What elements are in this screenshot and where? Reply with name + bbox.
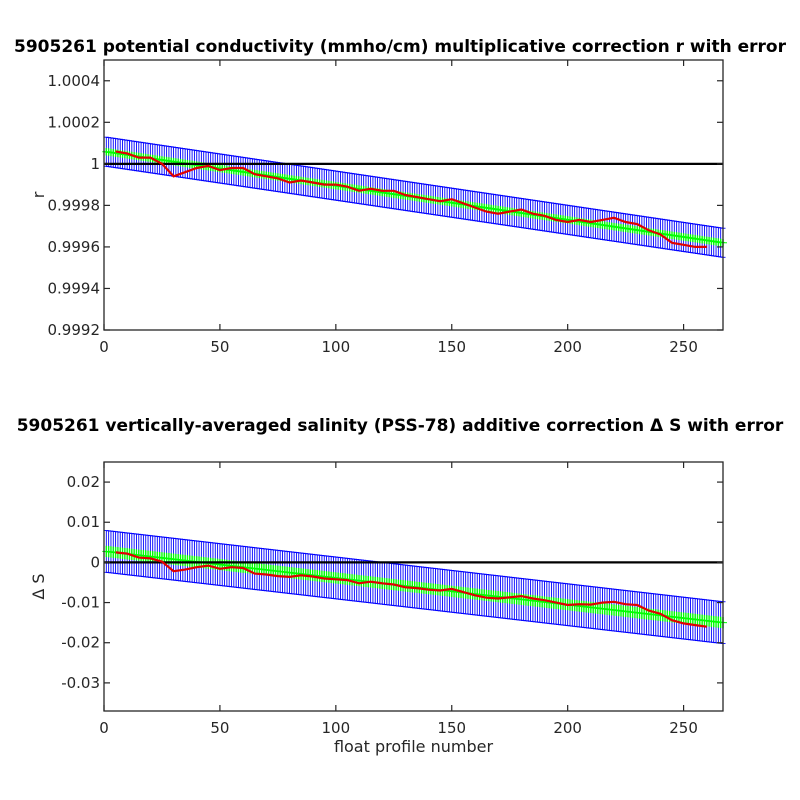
y-tick-label: 0.9994 [48,279,101,297]
y-tick-label: 1 [90,155,100,173]
x-tick-label: 100 [322,338,351,356]
y-tick-label: 0 [90,553,100,571]
x-tick-label: 150 [437,719,466,737]
y-axis-label: Δ S [29,573,48,599]
x-axis-label: float profile number [334,737,494,756]
chart-bottom-delta-s-correction: 5905261 vertically-averaged salinity (PS… [17,416,784,756]
x-axis: 0 50 100 150 200 250 [99,60,698,356]
y-tick-label: 1.0002 [48,113,101,131]
y-tick-label: -0.01 [61,594,100,612]
x-tick-label: 250 [669,719,698,737]
y-tick-label: 0.01 [67,513,100,531]
y-axis-label: r [29,191,48,198]
x-tick-label: 100 [322,719,351,737]
y-tick-label: -0.03 [61,674,100,692]
y-tick-label: 0.9998 [48,196,101,214]
y-tick-label: 0.9992 [48,321,101,339]
y-axis: -0.03 -0.02 -0.01 0 0.01 0.02 [61,473,723,692]
x-tick-label: 50 [210,719,229,737]
axes-frame [103,461,724,712]
x-tick-label: 200 [553,338,582,356]
y-tick-label: 1.0004 [48,72,101,90]
x-tick-label: 50 [210,338,229,356]
y-axis: 0.9992 0.9994 0.9996 0.9998 1 1.0002 1.0004 [48,72,723,339]
series-line [115,551,707,628]
x-tick-label: 150 [437,338,466,356]
axes-frame [103,59,724,331]
x-tick-label: 0 [99,338,109,356]
y-tick-label: 0.9996 [48,238,101,256]
x-axis: 0 50 100 150 200 250 [99,462,698,737]
chart-title: 5905261 potential conductivity (mmho/cm)… [14,37,787,57]
y-tick-label: 0.02 [67,473,100,491]
series-line [115,150,707,248]
chart-title: 5905261 vertically-averaged salinity (PS… [17,416,784,436]
x-tick-label: 0 [99,719,109,737]
x-tick-label: 250 [669,338,698,356]
chart-top-r-correction: 5905261 potential conductivity (mmho/cm)… [14,37,787,356]
y-tick-label: -0.02 [61,634,100,652]
x-tick-label: 200 [553,719,582,737]
